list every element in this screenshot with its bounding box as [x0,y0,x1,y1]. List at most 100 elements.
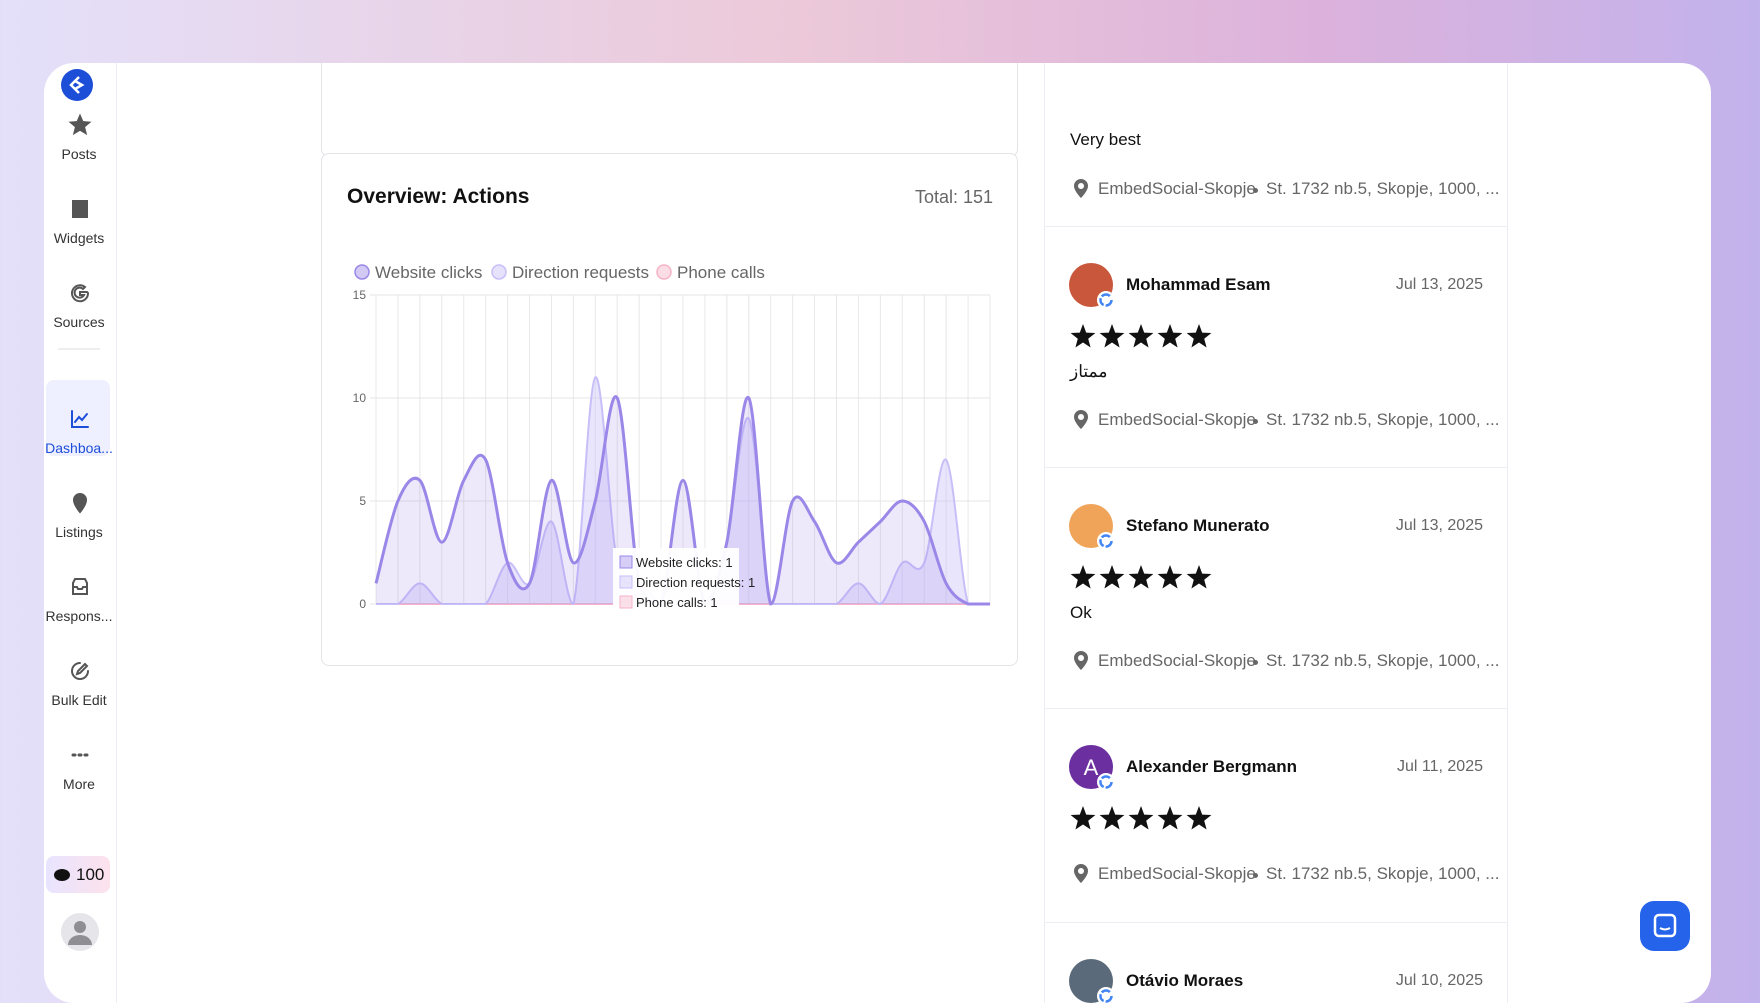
pin [1074,410,1088,429]
bullet [1253,660,1258,665]
nav-label[interactable]: Dashboa... [45,440,113,456]
nav-icon [71,662,89,680]
review-avatar [1069,263,1115,309]
sidebar: Posts Widgets Sources Dashboa... Listings Res… [44,63,117,1003]
review-date: Jul 13, 2025 [1395,276,1483,293]
legend-swatch [491,264,507,280]
logo-circle [61,69,93,101]
review-location: EmbedSocial-Skopje [1098,651,1256,670]
review-text: ممتاز [1070,362,1108,381]
stars [1070,565,1212,589]
top-card [321,63,1018,157]
google-ring [1099,293,1113,307]
tooltip-text: Website clicks: 1 [636,555,733,570]
coin [54,869,70,881]
bullet [1253,419,1258,424]
divider [1045,467,1507,468]
nav-label[interactable]: Bulk Edit [51,692,107,708]
tooltip-box [613,548,739,616]
review-address: St. 1732 nb.5, Skopje, 1000, ... [1266,410,1500,429]
star [1186,565,1212,589]
divider [1045,226,1507,227]
y-tick-label: 5 [359,494,366,508]
nav-icon [72,578,88,595]
y-tick-label: 0 [359,597,366,611]
pin [1074,179,1088,198]
review-address: St. 1732 nb.5, Skopje, 1000, ... [1266,651,1500,670]
nav-icon-shape [71,410,89,428]
tooltip-swatch [619,575,633,589]
legend-label[interactable]: Website clicks [375,263,482,282]
star [1157,324,1183,348]
bullet [1253,873,1258,878]
pin-icon [1074,410,1088,429]
nav-icon-shape [68,113,92,136]
logo-mark [69,76,85,94]
chat-icon [1653,913,1677,938]
avatar-head [74,921,86,933]
nav-icon-shape [72,492,88,514]
review-text: Very best [1070,130,1141,149]
divider [1045,922,1507,923]
nav-icon-shape [72,200,88,218]
tooltip-swatch [619,595,633,609]
star [1128,324,1154,348]
nav-label[interactable]: Respons... [45,608,113,624]
reviewer-name: Mohammad Esam [1126,275,1271,294]
reviewer-name: Alexander Bergmann [1126,757,1297,776]
logo [61,69,93,101]
chat-button[interactable] [1640,901,1690,951]
star [1186,806,1212,830]
credits-pill: 100 [46,856,110,893]
nav-label[interactable]: Widgets [53,230,105,246]
divider [1045,708,1507,709]
tooltip: Website clicks: 1 Direction requests: 1 Ph… [613,548,755,616]
rating-stars [1070,324,1212,348]
star [1070,806,1096,830]
tooltip-text: Direction requests: 1 [636,575,755,590]
star [1157,565,1183,589]
pin [1074,651,1088,670]
reviewer-name: Stefano Munerato [1126,516,1270,535]
tooltip-text: Phone calls: 1 [636,595,718,610]
nav-divider [58,348,100,350]
chart-title: Overview: Actions [347,185,530,208]
review-avatar: A [1069,745,1115,791]
chart: 0 5 10 15 Website clicks Direction requests Ph… [353,263,991,616]
nav-icon [71,753,89,757]
nav-icon-shape [71,284,90,303]
series-area [376,377,990,604]
star [1070,565,1096,589]
nav-icon [72,492,88,514]
y-tick-label: 10 [353,391,367,405]
series-area [376,396,990,604]
stars [1070,324,1212,348]
app-panel: Posts Widgets Sources Dashboa... Listings Res… [44,63,1711,1003]
chart-card: Overview: Actions Total: 151 0 5 10 15 Website… [321,153,1018,666]
review-date: Jul 10, 2025 [1395,972,1483,989]
star [1157,806,1183,830]
legend-label[interactable]: Direction requests [512,263,649,282]
review-date: Jul 13, 2025 [1395,517,1483,534]
pin [1074,864,1088,883]
review-location: EmbedSocial-Skopje [1098,410,1256,429]
review-date: Jul 11, 2025 [1397,758,1483,775]
reviewer-name: Otávio Moraes [1126,971,1244,990]
review-avatar [1069,504,1115,550]
nav-label[interactable]: Posts [61,146,97,162]
legend-label[interactable]: Phone calls [677,263,765,282]
rating-stars [1070,806,1212,830]
user-avatar [61,913,99,951]
legend-swatch [354,264,370,280]
review-text: Ok [1070,603,1092,622]
nav-label[interactable]: More [63,776,95,792]
nav-icon [71,284,90,303]
nav-label[interactable]: Sources [53,314,105,330]
coin-icon [54,869,70,881]
star [1099,806,1125,830]
review-address: St. 1732 nb.5, Skopje, 1000, ... [1266,864,1500,883]
credits: 100 [76,865,105,884]
nav-icon [68,113,92,136]
nav-label[interactable]: Listings [55,524,103,540]
